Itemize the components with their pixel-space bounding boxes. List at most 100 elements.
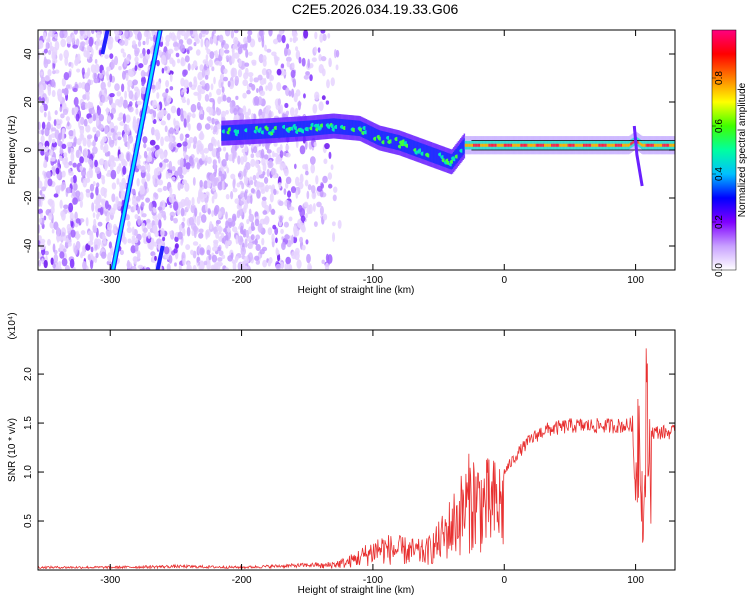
spectrogram-noise-cell <box>124 38 129 47</box>
spectrogram-noise-cell <box>232 226 238 233</box>
spectrogram-noise-cell <box>99 72 104 79</box>
spectrogram-tone-core <box>546 143 548 147</box>
spectrogram-noise-cell <box>63 204 69 210</box>
spectrogram-noise-cell <box>229 101 233 109</box>
spectrogram-noise-cell <box>240 246 246 256</box>
spectrogram-noise-cell <box>178 264 182 270</box>
spectrogram-noise-cell <box>61 211 66 221</box>
spectrogram-noise-cell <box>112 223 117 232</box>
spectrogram-tone-body <box>347 119 350 136</box>
spectrogram-noise-cell <box>59 106 63 113</box>
spectrogram-noise-cell <box>90 30 95 35</box>
spectrogram-noise-cell <box>283 188 287 195</box>
spectrogram-noise-cell <box>161 110 168 115</box>
spectrogram-noise-cell <box>137 31 142 42</box>
spectrogram-noise-cell <box>191 112 196 119</box>
spectrogram-tone-core <box>625 143 628 147</box>
snr-y-tick-label: 2.0 <box>23 367 34 381</box>
spectrogram-noise-cell <box>173 46 179 52</box>
spectrogram-noise-cell <box>48 149 54 156</box>
spectrogram-noise-cell <box>193 76 197 84</box>
spectrogram-tone-body <box>280 122 282 138</box>
spectrogram-noise-cell <box>276 68 282 76</box>
spectrogram-noise-cell <box>174 262 177 267</box>
spectrogram-tone-core <box>651 143 654 147</box>
spectrogram-noise-cell <box>75 149 80 159</box>
spectrogram-tone-core <box>529 143 532 147</box>
spectrogram-noise-cell <box>79 125 85 136</box>
spectrogram-noise-cell <box>180 207 185 217</box>
spectrogram-noise-cell <box>44 250 49 256</box>
spectrogram-noise-cell <box>45 41 49 51</box>
spectrogram-noise-cell <box>73 30 78 35</box>
spectrogram-tone-core <box>617 143 619 147</box>
spectrogram-noise-cell <box>171 165 176 172</box>
spectrogram-tone-core <box>484 143 487 147</box>
spectrogram-noise-cell <box>182 151 187 158</box>
spectrogram-tone-core <box>663 143 665 147</box>
spectrogram-noise-cell <box>266 48 272 53</box>
spectrogram-noise-cell <box>299 236 304 243</box>
spectrogram-tone-core <box>618 143 620 147</box>
spectrogram-noise-cell <box>277 253 281 262</box>
spectrogram-tone-body <box>367 124 370 141</box>
spectrogram-noise-cell <box>221 254 226 260</box>
spectrogram-noise-cell <box>207 208 211 215</box>
spectrogram-noise-cell <box>134 50 139 57</box>
spectrogram-noise-cell <box>237 172 242 178</box>
spectrogram-noise-cell <box>200 192 205 203</box>
spectrogram-noise-cell <box>303 201 309 208</box>
spectrogram-noise-cell <box>208 253 212 261</box>
spectrogram-noise-cell <box>261 196 267 201</box>
spectrogram-noise-cell <box>190 103 197 113</box>
spectrogram-noise-cell <box>239 200 244 206</box>
spectrogram-noise-cell <box>38 234 42 241</box>
spectrogram-noise-cell <box>127 140 131 150</box>
spectrogram-noise-cell <box>208 58 213 68</box>
spectrogram-tone-core <box>656 143 658 147</box>
spectrogram-tone-core <box>568 143 571 147</box>
spectrogram-noise-cell <box>127 68 133 77</box>
spectrogram-noise-cell <box>170 105 177 114</box>
spectrogram-noise-cell <box>78 118 81 129</box>
spectrogram-noise-cell <box>192 241 199 246</box>
spectrogram-noise-cell <box>110 59 115 69</box>
spectrogram-noise-cell <box>93 77 100 84</box>
spectrogram-tone-core <box>521 143 524 147</box>
spectrogram-noise-cell <box>126 152 130 162</box>
spectrogram-tone-core <box>661 143 663 147</box>
spectrogram-noise-cell <box>294 176 300 187</box>
spectrogram-noise-cell <box>180 107 184 118</box>
spectrogram-noise-cell <box>281 241 286 251</box>
spectrogram-noise-cell <box>272 38 279 45</box>
spectrogram-noise-cell <box>186 98 190 106</box>
spectrogram-tone-core <box>526 143 528 147</box>
spectrogram-noise-cell <box>200 214 207 223</box>
spectrogram-tone-body <box>239 124 241 140</box>
spectrogram-noise-cell <box>80 230 86 236</box>
spectrogram-noise-cell <box>122 113 126 124</box>
spectrogram-noise-cell <box>126 259 130 269</box>
spectrogram-noise-cell <box>190 223 197 231</box>
spectrogram-noise-cell <box>250 221 255 232</box>
spectrogram-noise-cell <box>150 237 155 245</box>
spectrogram-tone-trace <box>221 113 675 187</box>
spectrogram-noise-cell <box>104 96 109 103</box>
spectrogram-noise-cell <box>248 208 252 216</box>
spectrogram-noise-cell <box>164 66 168 71</box>
spectrogram-noise-cell <box>318 101 324 112</box>
spectrogram-noise-cell <box>53 193 59 198</box>
spectrogram-noise-cell <box>157 206 163 211</box>
spectrogram-noise-cell <box>233 107 238 116</box>
spectrogram-noise-cell <box>277 98 282 106</box>
colorbar-tick-label: 0.2 <box>714 215 725 229</box>
spectrogram-tone-body <box>350 119 352 136</box>
spectrogram-noise-cell <box>295 50 301 60</box>
spectrogram-noise-cell <box>304 139 308 150</box>
spectrogram-noise-cell <box>224 30 231 37</box>
spectrogram-noise-cell <box>112 161 116 168</box>
spectrogram-noise-cell <box>87 30 91 38</box>
colorbar-frame <box>711 29 737 271</box>
spectrogram-tone-core <box>578 143 580 147</box>
spectrogram-noise-cell <box>169 204 173 209</box>
